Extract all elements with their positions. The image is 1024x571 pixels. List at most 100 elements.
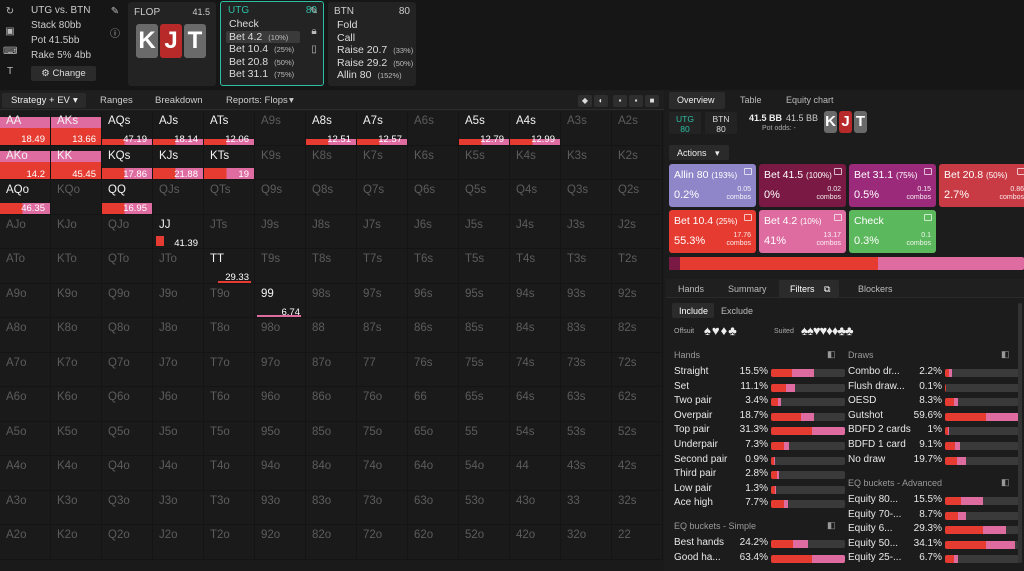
hand-cell-KTs[interactable]: KTs 19: [204, 145, 255, 180]
hand-cell-85o[interactable]: 85o: [306, 421, 357, 456]
filter-row[interactable]: Set 11.1%: [674, 381, 845, 394]
tab-hands[interactable]: Hands: [678, 284, 705, 294]
hand-cell-A4o[interactable]: A4o: [0, 456, 51, 491]
hand-cell-86o[interactable]: 86o: [306, 387, 357, 422]
utg-action-3[interactable]: Bet 20.8 (50%): [226, 56, 300, 69]
hand-cell-94s[interactable]: 94s: [510, 283, 561, 318]
hand-cell-J9s[interactable]: J9s: [255, 214, 306, 249]
hand-cell-Q7o[interactable]: Q7o: [102, 352, 153, 387]
hand-cell-K4o[interactable]: K4o: [51, 456, 102, 491]
hand-cell-JJ[interactable]: JJ 41.39: [153, 214, 204, 249]
hand-cell-96s[interactable]: 96s: [408, 283, 459, 318]
hand-cell-J3o[interactable]: J3o: [153, 490, 204, 525]
hand-cell-T4s[interactable]: T4s: [510, 249, 561, 284]
hand-cell-84o[interactable]: 84o: [306, 456, 357, 491]
hand-cell-98s[interactable]: 98s: [306, 283, 357, 318]
hand-cell-Q8o[interactable]: Q8o: [102, 318, 153, 353]
btn-action-4[interactable]: Allin 80 (152%): [334, 69, 414, 82]
hand-cell-T9s[interactable]: T9s: [255, 249, 306, 284]
utg-action-2[interactable]: Bet 10.4 (25%): [226, 43, 300, 56]
hand-cell-92o[interactable]: 92o: [255, 525, 306, 560]
grid-small-icon[interactable]: ▪: [613, 95, 627, 107]
exclude-button[interactable]: Exclude: [721, 306, 754, 316]
filter-row[interactable]: Third pair 2.8%: [674, 468, 845, 481]
hand-cell-84s[interactable]: 84s: [510, 318, 561, 353]
hand-cell-33[interactable]: 33: [561, 490, 612, 525]
hand-cell-KJo[interactable]: KJo: [51, 214, 102, 249]
hand-cell-A5o[interactable]: A5o: [0, 421, 51, 456]
hand-cell-75s[interactable]: 75s: [459, 352, 510, 387]
hand-cell-Q3o[interactable]: Q3o: [102, 490, 153, 525]
info-icon[interactable]: ⓘ: [110, 29, 120, 40]
hand-cell-97s[interactable]: 97s: [357, 283, 408, 318]
gamepad-icon[interactable]: ⌨: [3, 46, 18, 57]
hand-cell-Q2s[interactable]: Q2s: [612, 180, 663, 215]
hand-cell-T2o[interactable]: T2o: [204, 525, 255, 560]
hand-cell-73o[interactable]: 73o: [357, 490, 408, 525]
grid-large-icon[interactable]: ■: [645, 95, 659, 107]
hand-cell-53o[interactable]: 53o: [459, 490, 510, 525]
hand-cell-ATo[interactable]: ATo: [0, 249, 51, 284]
tab-breakdown[interactable]: Breakdown: [155, 95, 203, 106]
hand-cell-74o[interactable]: 74o: [357, 456, 408, 491]
hand-cell-K3o[interactable]: K3o: [51, 490, 102, 525]
hand-cell-76o[interactable]: 76o: [357, 387, 408, 422]
hand-cell-T8o[interactable]: T8o: [204, 318, 255, 353]
scrollbar[interactable]: [1018, 303, 1022, 563]
hand-cell-54o[interactable]: 54o: [459, 456, 510, 491]
hand-cell-A9s[interactable]: A9s: [255, 111, 306, 146]
hand-cell-87s[interactable]: 87s: [357, 318, 408, 353]
hand-cell-KQo[interactable]: KQo: [51, 180, 102, 215]
hand-cell-AQo[interactable]: AQo 46.35: [0, 180, 51, 215]
hand-cell-K7s[interactable]: K7s: [357, 145, 408, 180]
hand-cell-72s[interactable]: 72s: [612, 352, 663, 387]
hand-cell-Q6s[interactable]: Q6s: [408, 180, 459, 215]
tab-table[interactable]: Table: [740, 95, 762, 105]
hand-cell-KTo[interactable]: KTo: [51, 249, 102, 284]
hand-cell-K8o[interactable]: K8o: [51, 318, 102, 353]
suited-suits-icon[interactable]: ♠♠♥♥♦♦♣♣: [801, 323, 854, 338]
hand-cell-55[interactable]: 55: [459, 421, 510, 456]
hand-cell-A9o[interactable]: A9o: [0, 283, 51, 318]
hand-cell-97o[interactable]: 97o: [255, 352, 306, 387]
position-utg[interactable]: UTG 80: [669, 112, 701, 134]
hand-cell-A6s[interactable]: A6s: [408, 111, 459, 146]
filter-row[interactable]: Equity 25-... 6.7%: [848, 552, 1019, 565]
hand-cell-85s[interactable]: 85s: [459, 318, 510, 353]
grid-medium-icon[interactable]: ▪: [629, 95, 643, 107]
filter-row[interactable]: Low pair 1.3%: [674, 483, 845, 496]
hand-cell-77[interactable]: 77: [357, 352, 408, 387]
hand-cell-72o[interactable]: 72o: [357, 525, 408, 560]
hand-cell-J5s[interactable]: J5s: [459, 214, 510, 249]
hand-cell-A2o[interactable]: A2o: [0, 525, 51, 560]
hand-cell-K9s[interactable]: K9s: [255, 145, 306, 180]
collapse-icon[interactable]: ◧: [827, 520, 836, 530]
hand-cell-A8o[interactable]: A8o: [0, 318, 51, 353]
position-btn[interactable]: BTN 80: [705, 112, 737, 134]
contrast-icon[interactable]: ◐: [594, 95, 608, 107]
hand-cell-K7o[interactable]: K7o: [51, 352, 102, 387]
hand-cell-87o[interactable]: 87o: [306, 352, 357, 387]
utg-action-panel[interactable]: UTG 80 Check Bet 4.2 (10%) Bet 10.4 (25%) Bet…: [220, 1, 324, 86]
hand-cell-A5s[interactable]: A5s 12.79: [459, 111, 510, 146]
filter-row[interactable]: Equity 50... 34.1%: [848, 538, 1019, 551]
tab-overview[interactable]: Overview: [677, 95, 715, 105]
hand-cell-K4s[interactable]: K4s: [510, 145, 561, 180]
collapse-icon[interactable]: ◧: [1001, 477, 1010, 487]
hand-cell-T7s[interactable]: T7s: [357, 249, 408, 284]
tile-menu-icon[interactable]: [924, 214, 932, 221]
hand-cell-J4o[interactable]: J4o: [153, 456, 204, 491]
tile-menu-icon[interactable]: [744, 168, 752, 175]
action-tile-4[interactable]: Bet 10.4 (25%) 55.3% 17.76 combos: [669, 210, 756, 253]
hand-cell-QTs[interactable]: QTs: [204, 180, 255, 215]
hand-cell-J2s[interactable]: J2s: [612, 214, 663, 249]
filter-row[interactable]: Equity 80... 15.5%: [848, 494, 1019, 507]
hand-cell-66[interactable]: 66: [408, 387, 459, 422]
hand-cell-KK[interactable]: KK 45.45: [51, 145, 102, 180]
collapse-icon[interactable]: ◧: [1001, 349, 1010, 359]
hand-cell-Q3s[interactable]: Q3s: [561, 180, 612, 215]
save-icon[interactable]: ▣: [5, 26, 15, 37]
cube-icon[interactable]: ◆: [578, 95, 592, 107]
hand-cell-T4o[interactable]: T4o: [204, 456, 255, 491]
action-tile-6[interactable]: Check 0.3% 0.1 combos: [849, 210, 936, 253]
